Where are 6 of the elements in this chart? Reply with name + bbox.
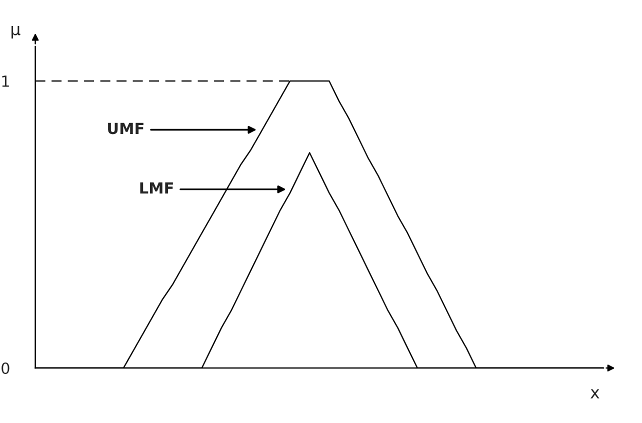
y-tick-label: 0 xyxy=(2,362,10,374)
y-axis-title: μ xyxy=(12,26,20,39)
annotation: LMF xyxy=(140,182,173,194)
x-axis-title: x xyxy=(590,389,600,398)
y-tick-label: 1 xyxy=(2,76,9,87)
annotation: UMF xyxy=(108,122,144,134)
